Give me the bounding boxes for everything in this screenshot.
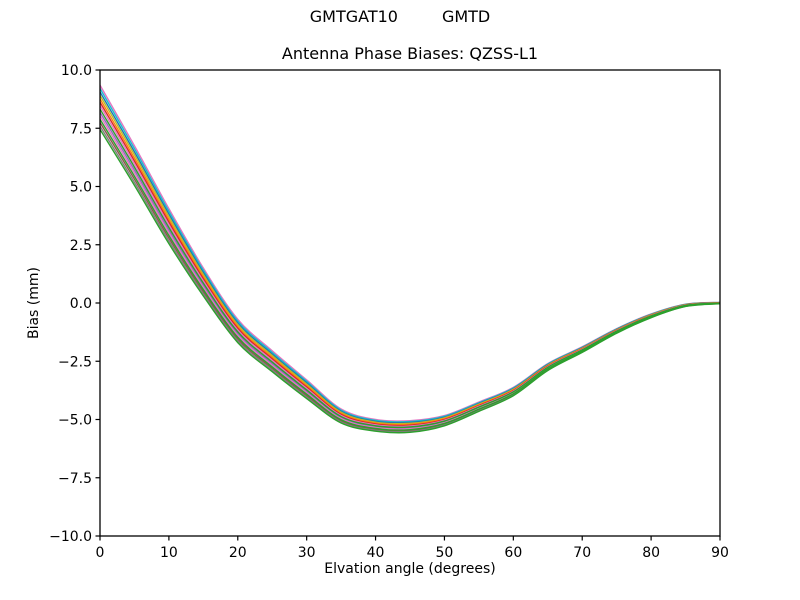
y-tick-label: 5.0	[70, 180, 92, 196]
suptitle-left: GMTGAT10	[309, 7, 398, 26]
axes-title: Antenna Phase Biases: QZSS-L1	[281, 44, 539, 63]
y-tick-label: 0.0	[70, 296, 92, 312]
x-tick-label: 90	[711, 545, 729, 561]
suptitle-right: GMTD	[441, 7, 491, 26]
curve-group	[100, 84, 720, 434]
bias-curve	[100, 118, 720, 431]
x-axis-label: Elvation angle (degrees)	[324, 561, 496, 577]
x-tick-label: 80	[642, 545, 660, 561]
x-tick-label: 70	[573, 545, 591, 561]
x-tick-label: 30	[298, 545, 316, 561]
y-tick-label: 2.5	[70, 238, 92, 254]
y-tick-label: −10.0	[49, 529, 92, 545]
suptitle: GMTGAT10 GMTD	[0, 7, 800, 27]
y-tick-label: 10.0	[61, 63, 92, 79]
bias-curve	[100, 108, 720, 429]
bias-curve	[100, 125, 720, 433]
y-tick-label: −7.5	[58, 471, 92, 487]
y-tick-label: −5.0	[58, 413, 92, 429]
axes-spines	[99, 69, 721, 537]
bias-curve	[100, 114, 720, 430]
x-tick-label: 40	[367, 545, 385, 561]
bias-curve	[100, 128, 720, 434]
y-axis-label: Bias (mm)	[26, 266, 42, 340]
y-tick-label: −2.5	[58, 354, 92, 370]
y-tick-label: 7.5	[70, 121, 92, 137]
x-tick-label: 50	[436, 545, 454, 561]
bias-curve	[100, 121, 720, 432]
x-tick-label: 20	[229, 545, 247, 561]
x-tick-label: 0	[96, 545, 105, 561]
x-tick-label: 60	[504, 545, 522, 561]
x-tick-label: 10	[160, 545, 178, 561]
